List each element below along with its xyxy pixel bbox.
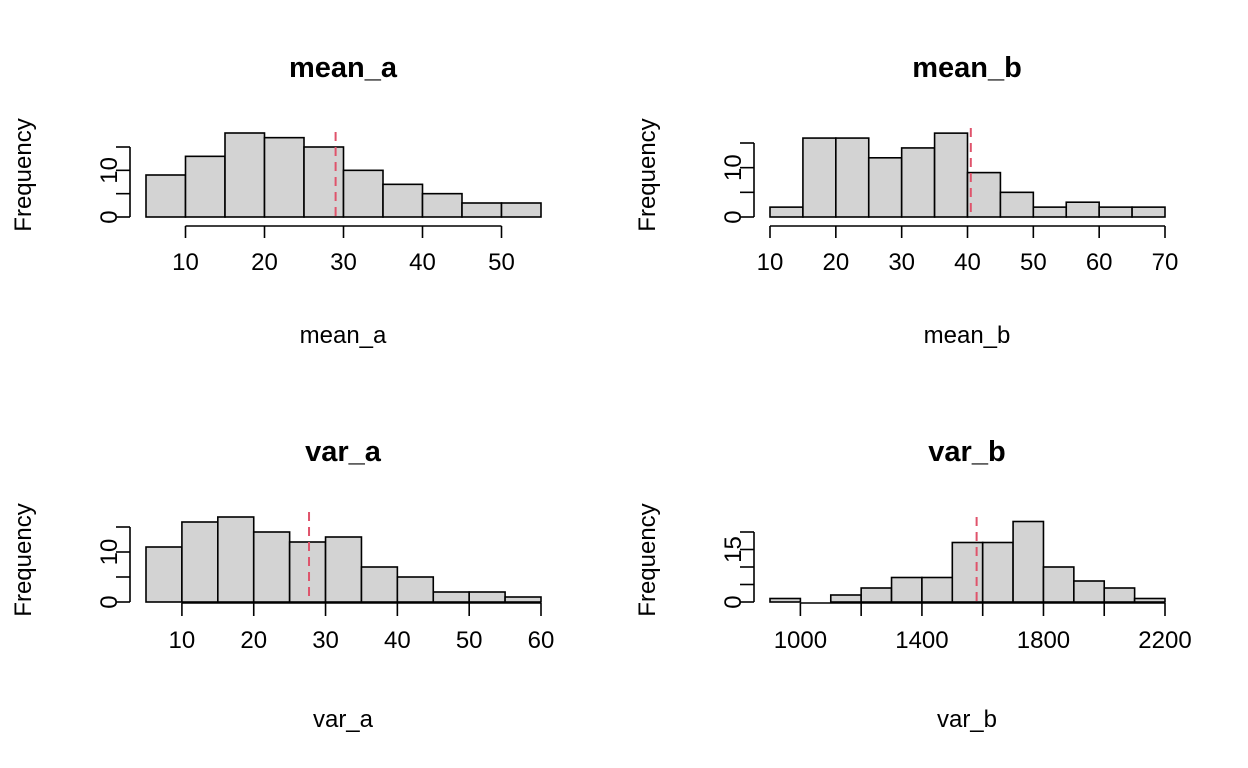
histogram-bar — [966, 171, 1002, 218]
histogram-bar — [867, 157, 903, 218]
x-tick-label: 30 — [330, 249, 357, 276]
histogram-panel-var_a: 10 20 30 40 50 60 0 10 var_a var_a Frequency — [10, 436, 554, 733]
chart-title: mean_a — [289, 52, 398, 84]
histogram-bar — [890, 576, 923, 603]
histogram-bar — [1042, 566, 1075, 603]
histogram-bar — [933, 132, 969, 218]
y-tick-label: 10 — [96, 157, 123, 184]
histogram-bar — [324, 536, 363, 603]
histogram-bar — [184, 155, 226, 218]
histogram-bar — [1133, 597, 1166, 603]
histogram-bar — [829, 594, 862, 603]
y-axis-label: Frequency — [634, 118, 661, 231]
histogram-bar — [1012, 520, 1045, 603]
histogram-bar — [769, 597, 802, 603]
x-tick-label: 2200 — [1138, 627, 1191, 654]
x-axis-label: var_b — [937, 706, 997, 733]
histogram-bar — [504, 596, 542, 603]
histogram-bar — [432, 591, 470, 603]
histogram-bar — [360, 566, 399, 603]
histogram-panel-mean_b: 10 20 30 40 50 60 70 0 10 mean_b mean_b Frequency — [634, 52, 1178, 349]
histogram-bar — [252, 531, 291, 603]
x-tick-label: 60 — [1086, 249, 1113, 276]
y-tick-label: 0 — [720, 210, 747, 223]
histogram-bar — [224, 132, 266, 218]
x-tick-label: 70 — [1152, 249, 1179, 276]
histogram-bar — [951, 541, 984, 603]
x-tick-label: 20 — [240, 627, 267, 654]
y-axis-label: Frequency — [10, 503, 37, 616]
x-tick-label: 50 — [456, 627, 483, 654]
x-tick-label: 10 — [757, 249, 784, 276]
chart-title: var_a — [305, 436, 382, 468]
histogram-bar — [396, 576, 435, 603]
histogram-bar — [999, 191, 1035, 218]
histogram-bar — [860, 587, 893, 603]
y-tick-label: 0 — [96, 210, 123, 223]
chart-title: mean_b — [912, 52, 1022, 84]
histogram-bar — [1131, 206, 1166, 218]
x-axis-label: mean_a — [300, 322, 387, 349]
histogram-bar — [1073, 580, 1106, 603]
x-tick-label: 20 — [822, 249, 849, 276]
y-axis-label: Frequency — [634, 503, 661, 616]
x-tick-label: 30 — [888, 249, 915, 276]
x-tick-label: 1800 — [1017, 627, 1070, 654]
histogram-bar — [382, 183, 424, 218]
y-tick-label: 15 — [720, 536, 747, 563]
histogram-bar — [1065, 201, 1100, 218]
x-tick-label: 1400 — [895, 627, 948, 654]
histogram-bar — [461, 202, 503, 218]
histogram-bar — [802, 137, 837, 218]
histogram-bar — [900, 147, 936, 218]
histogram-bar — [263, 136, 305, 218]
histogram-bar — [421, 192, 463, 218]
x-tick-label: 30 — [312, 627, 339, 654]
histogram-bar — [981, 541, 1014, 603]
histogram-bar — [468, 591, 506, 603]
histogram-bar — [1098, 206, 1133, 218]
y-tick-label: 0 — [96, 595, 123, 608]
x-tick-label: 1000 — [774, 627, 827, 654]
y-tick-label: 0 — [720, 595, 747, 608]
histogram-bar — [769, 206, 804, 218]
x-tick-label: 50 — [1020, 249, 1047, 276]
histogram-bar — [217, 516, 255, 603]
histogram-bar — [145, 546, 183, 603]
histogram-bar — [500, 202, 542, 218]
x-tick-label: 40 — [384, 627, 411, 654]
x-tick-label: 60 — [528, 627, 555, 654]
histogram-panel-var_b: 1000 1400 1800 2200 0 15 var_b var_b Frequency — [634, 436, 1192, 733]
x-tick-label: 10 — [169, 627, 196, 654]
x-tick-label: 40 — [954, 249, 981, 276]
x-tick-label: 50 — [488, 249, 515, 276]
x-axis-label: mean_b — [924, 322, 1011, 349]
x-tick-label: 20 — [251, 249, 278, 276]
histogram-bar — [921, 576, 954, 603]
x-axis-label: var_a — [313, 706, 374, 733]
histogram-bar — [288, 541, 327, 603]
y-tick-label: 10 — [96, 539, 123, 566]
y-axis-label: Frequency — [10, 118, 37, 231]
histogram-bar — [181, 521, 219, 603]
histogram-bar — [145, 174, 187, 218]
histogram-bar — [342, 169, 384, 218]
x-tick-label: 10 — [172, 249, 199, 276]
x-tick-label: 40 — [409, 249, 436, 276]
y-tick-label: 10 — [720, 154, 747, 181]
histogram-bar — [303, 146, 345, 218]
histogram-panel-mean_a: 10 20 30 40 50 0 10 mean_a mean_a Frequency — [10, 52, 542, 349]
histogram-bar — [835, 137, 870, 218]
histogram-bar — [1103, 587, 1136, 603]
histogram-bar — [1032, 206, 1068, 218]
chart-title: var_b — [928, 436, 1005, 468]
